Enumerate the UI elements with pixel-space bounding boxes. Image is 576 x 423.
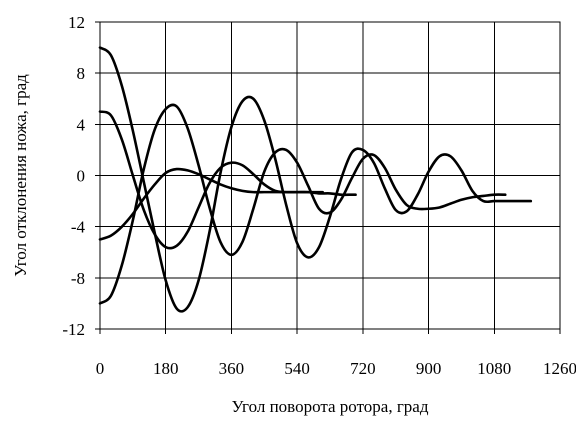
series-line-1 [98, 46, 533, 313]
x-tick-label: 180 [153, 359, 179, 378]
series-line-4 [98, 167, 324, 241]
y-tick-label: 4 [77, 115, 86, 134]
series-line-3 [98, 110, 357, 250]
grid [99, 21, 561, 330]
y-tick-label: -12 [62, 320, 85, 339]
x-tick-label: 540 [284, 359, 310, 378]
x-tick-label: 1080 [477, 359, 511, 378]
x-axis-title: Угол поворота ротора, град [231, 397, 428, 416]
x-tick-label: 720 [350, 359, 376, 378]
series-line-2 [98, 103, 507, 305]
y-tick-label: 0 [77, 167, 86, 186]
tick-marks [95, 21, 561, 334]
y-axis-tick-labels: 12 8 4 0 -4 -8 -12 [62, 13, 85, 339]
y-tick-label: 8 [77, 64, 86, 83]
y-axis-title: Угол отклонения ножа, град [11, 74, 30, 277]
x-tick-label: 1260 [543, 359, 576, 378]
x-tick-label: 360 [219, 359, 245, 378]
x-axis-tick-labels: 0 180 360 540 720 900 1080 1260 [96, 359, 576, 378]
y-tick-label: 12 [68, 13, 85, 32]
series-lines [98, 46, 533, 313]
x-tick-label: 0 [96, 359, 105, 378]
y-tick-label: -4 [71, 218, 86, 237]
y-tick-label: -8 [71, 269, 85, 288]
x-tick-label: 900 [416, 359, 442, 378]
